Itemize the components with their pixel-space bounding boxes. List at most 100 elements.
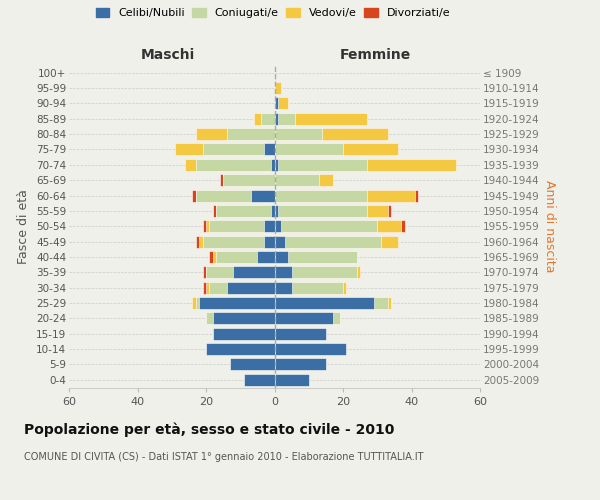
Bar xyxy=(199,297,275,309)
Bar xyxy=(206,266,275,278)
Text: Maschi: Maschi xyxy=(141,48,195,62)
Bar xyxy=(196,128,275,140)
Bar xyxy=(275,374,309,386)
Bar xyxy=(233,266,275,278)
Bar xyxy=(261,113,275,124)
Bar xyxy=(196,190,275,202)
Bar xyxy=(275,205,278,217)
Bar xyxy=(185,159,275,171)
Bar xyxy=(227,282,275,294)
Bar xyxy=(206,266,275,278)
Bar xyxy=(275,128,322,140)
Bar xyxy=(227,128,275,140)
Bar xyxy=(216,205,275,217)
Text: Popolazione per età, sesso e stato civile - 2010: Popolazione per età, sesso e stato civil… xyxy=(24,422,394,437)
Bar xyxy=(193,190,275,202)
Bar xyxy=(213,312,275,324)
Bar xyxy=(213,328,275,340)
Bar xyxy=(275,328,326,340)
Bar xyxy=(193,297,275,309)
Bar xyxy=(275,312,333,324)
Bar xyxy=(275,312,340,324)
Bar xyxy=(275,159,456,171)
Bar xyxy=(275,144,398,156)
Bar xyxy=(206,220,275,232)
Bar xyxy=(196,128,275,140)
Bar xyxy=(275,113,278,124)
Bar xyxy=(275,236,285,248)
Bar xyxy=(203,236,275,248)
Bar xyxy=(203,144,275,156)
Bar xyxy=(275,251,356,263)
Bar xyxy=(275,220,377,232)
Bar xyxy=(175,144,275,156)
Bar xyxy=(206,343,275,355)
Bar xyxy=(275,266,356,278)
Bar xyxy=(275,82,281,94)
Bar xyxy=(271,159,275,171)
Bar xyxy=(254,113,275,124)
Bar xyxy=(275,358,326,370)
Bar xyxy=(275,282,292,294)
Bar xyxy=(275,251,356,263)
Bar xyxy=(175,144,275,156)
Bar xyxy=(213,328,275,340)
Bar xyxy=(264,220,275,232)
Bar xyxy=(275,358,326,370)
Legend: Celibi/Nubili, Coniugati/e, Vedovi/e, Divorziati/e: Celibi/Nubili, Coniugati/e, Vedovi/e, Di… xyxy=(94,6,452,20)
Bar xyxy=(275,297,388,309)
Bar xyxy=(275,174,333,186)
Bar xyxy=(275,82,281,94)
Bar xyxy=(275,251,288,263)
Bar xyxy=(275,174,333,186)
Bar xyxy=(275,343,346,355)
Bar xyxy=(275,205,391,217)
Bar xyxy=(220,174,275,186)
Bar xyxy=(275,113,367,124)
Bar xyxy=(230,358,275,370)
Bar xyxy=(230,358,275,370)
Bar xyxy=(203,266,275,278)
Bar xyxy=(203,282,275,294)
Bar xyxy=(275,98,278,110)
Bar xyxy=(275,144,343,156)
Bar xyxy=(275,220,281,232)
Bar xyxy=(251,190,275,202)
Bar xyxy=(275,374,309,386)
Bar xyxy=(275,159,278,171)
Bar xyxy=(275,205,388,217)
Bar xyxy=(209,282,275,294)
Bar xyxy=(213,328,275,340)
Bar xyxy=(275,297,391,309)
Bar xyxy=(275,220,404,232)
Bar xyxy=(275,358,326,370)
Bar xyxy=(275,358,326,370)
Bar xyxy=(275,266,360,278)
Bar xyxy=(275,174,319,186)
Bar xyxy=(199,236,275,248)
Bar xyxy=(275,374,309,386)
Bar xyxy=(206,312,275,324)
Bar xyxy=(275,220,401,232)
Bar xyxy=(230,358,275,370)
Bar xyxy=(275,312,340,324)
Bar xyxy=(275,113,367,124)
Bar xyxy=(257,251,275,263)
Bar xyxy=(275,328,326,340)
Bar xyxy=(196,297,275,309)
Bar xyxy=(196,236,275,248)
Bar xyxy=(275,328,326,340)
Bar xyxy=(275,343,346,355)
Bar xyxy=(275,205,367,217)
Bar xyxy=(275,98,288,110)
Bar xyxy=(185,159,275,171)
Bar xyxy=(275,190,418,202)
Bar xyxy=(275,328,326,340)
Bar xyxy=(275,144,398,156)
Bar xyxy=(271,205,275,217)
Bar xyxy=(206,343,275,355)
Bar xyxy=(275,236,398,248)
Bar xyxy=(264,236,275,248)
Bar xyxy=(206,312,275,324)
Bar xyxy=(275,266,292,278)
